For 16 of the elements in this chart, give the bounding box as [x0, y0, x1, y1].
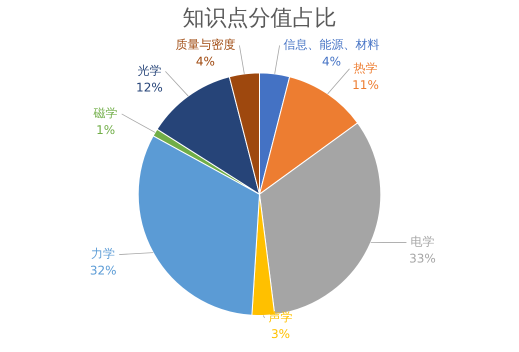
- slice-label: 热学: [354, 60, 378, 75]
- data-label: 4%: [322, 54, 342, 69]
- data-label: 3%: [271, 327, 290, 342]
- slice-label: 力学: [91, 246, 116, 261]
- slice-label: 磁学: [92, 106, 118, 120]
- data-label: 1%: [96, 123, 116, 138]
- data-label: 4%: [196, 54, 215, 69]
- data-label: 33%: [409, 252, 436, 266]
- slice-label: 光学: [137, 64, 162, 78]
- slice-label: 电学: [410, 234, 434, 249]
- slice-label: 信息、能源、材料: [284, 38, 380, 52]
- data-label: 11%: [352, 78, 379, 92]
- data-label: 12%: [136, 80, 163, 95]
- chart-title: 知识点分值占比: [182, 6, 336, 31]
- data-label: 32%: [90, 264, 117, 278]
- slice-label: 质量与密度: [175, 38, 236, 52]
